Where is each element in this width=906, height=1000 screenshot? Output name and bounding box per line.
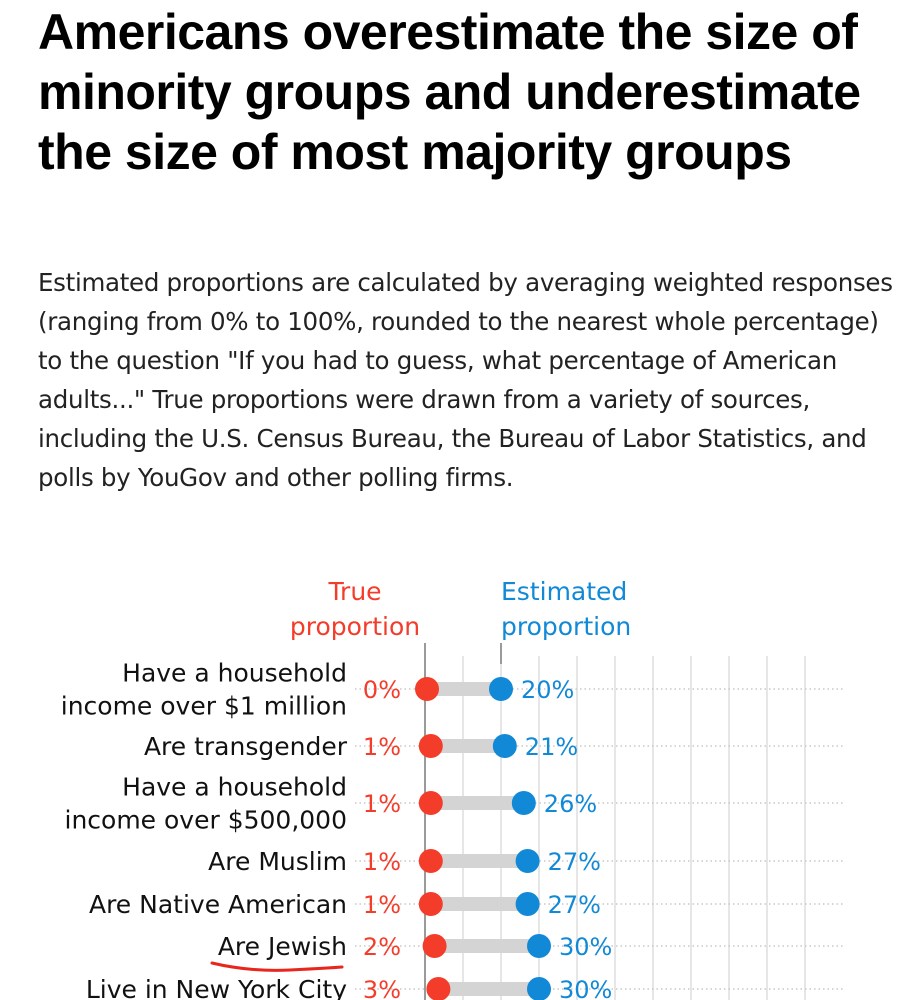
true-dot bbox=[418, 892, 443, 916]
legend-estimated-label: Estimated bbox=[501, 577, 627, 606]
chart-title: Americans overestimate the size of minor… bbox=[38, 4, 861, 180]
true-dot bbox=[426, 977, 451, 1000]
legend-true-label: proportion bbox=[290, 612, 420, 641]
chart-row: Have a household income over $500,000 1% 26… bbox=[65, 773, 843, 835]
chart-row: Live in New York City 3% 30% bbox=[86, 975, 843, 1000]
estimated-value-label: 30% bbox=[559, 933, 612, 961]
category-label: Live in New York City bbox=[86, 975, 347, 1000]
estimated-value-label: 27% bbox=[548, 891, 601, 919]
chart-row: Are transgender 1% 21% bbox=[144, 732, 843, 761]
category-label: Are Native American bbox=[89, 890, 347, 919]
true-value-label: 1% bbox=[363, 848, 401, 876]
chart-row: Have a household income over $1 million 0%… bbox=[61, 659, 843, 721]
true-value-label: 3% bbox=[363, 976, 401, 1000]
estimated-dot bbox=[527, 934, 551, 958]
true-value-label: 1% bbox=[363, 891, 401, 919]
estimated-dot bbox=[527, 977, 551, 1000]
estimated-value-label: 30% bbox=[559, 976, 612, 1000]
estimated-value-label: 27% bbox=[548, 848, 601, 876]
estimated-dot bbox=[492, 734, 517, 758]
category-label: income over $1 million bbox=[61, 692, 347, 721]
chart-row: Are Jewish 2% 30% bbox=[210, 932, 843, 972]
true-value-label: 0% bbox=[363, 676, 401, 704]
legend: True proportion Estimated proportion bbox=[290, 577, 631, 664]
true-value-label: 1% bbox=[363, 733, 401, 761]
estimated-value-label: 26% bbox=[544, 790, 597, 818]
true-dot bbox=[418, 791, 443, 815]
estimated-value-label: 20% bbox=[521, 676, 574, 704]
category-label: income over $500,000 bbox=[65, 806, 348, 835]
legend-true-label: True bbox=[327, 577, 381, 606]
chart-row: Are Muslim 1% 27% bbox=[208, 847, 843, 876]
category-label: Have a household bbox=[122, 773, 347, 802]
legend-estimated-label: proportion bbox=[501, 612, 631, 641]
true-dot bbox=[415, 677, 439, 701]
underline-annotation bbox=[210, 961, 344, 972]
true-value-label: 1% bbox=[363, 790, 401, 818]
estimated-dot bbox=[515, 849, 540, 873]
category-label: Are transgender bbox=[144, 732, 348, 761]
category-label: Have a household bbox=[122, 659, 347, 688]
true-dot bbox=[418, 849, 443, 873]
true-value-label: 2% bbox=[363, 933, 401, 961]
estimated-value-label: 21% bbox=[525, 733, 578, 761]
true-dot bbox=[422, 934, 447, 958]
chart-rows: Have a household income over $1 million 0%… bbox=[61, 659, 843, 1000]
chart-description: Estimated proportions are calculated by … bbox=[38, 268, 893, 492]
chart-row: Are Native American 1% 27% bbox=[89, 890, 843, 919]
category-label: Are Jewish bbox=[218, 932, 347, 961]
true-dot bbox=[418, 734, 443, 758]
estimated-dot bbox=[515, 892, 540, 916]
estimated-dot bbox=[489, 677, 513, 701]
category-label: Are Muslim bbox=[208, 847, 347, 876]
estimated-dot bbox=[511, 791, 536, 815]
